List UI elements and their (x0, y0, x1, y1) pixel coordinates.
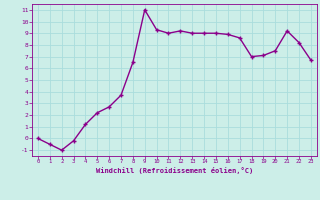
X-axis label: Windchill (Refroidissement éolien,°C): Windchill (Refroidissement éolien,°C) (96, 167, 253, 174)
